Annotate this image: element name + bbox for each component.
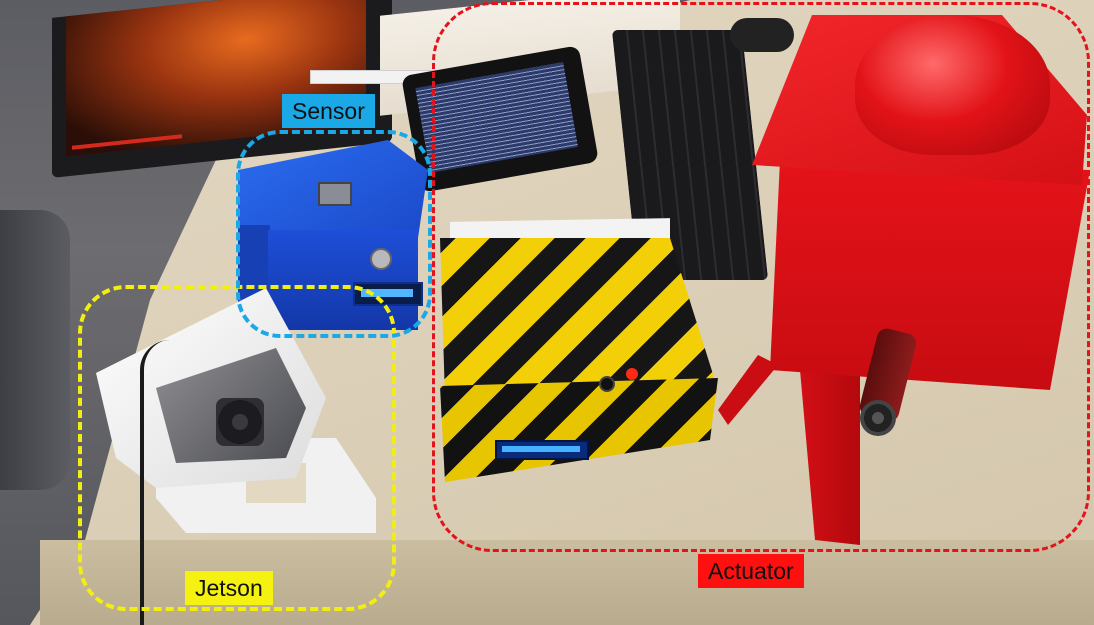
cooling-fan (216, 398, 264, 446)
buzzer (599, 376, 615, 392)
actuator-region-outline (432, 2, 1090, 552)
office-chair (0, 210, 70, 490)
actuator-tower-front (770, 160, 1090, 390)
potentiometer-knob (370, 248, 392, 270)
red-dome (855, 15, 1050, 155)
sensor-box (238, 140, 428, 330)
gas-sensor (318, 182, 352, 206)
sensor-label: Sensor (282, 94, 375, 128)
computer-mouse (730, 18, 794, 52)
actuator-lcd (495, 440, 589, 460)
jetson-label: Jetson (185, 571, 273, 605)
hazard-box-top (440, 238, 718, 398)
sensor-region-outline (236, 130, 432, 338)
actuator-label: Actuator (698, 554, 804, 588)
extinguisher-nozzle (860, 400, 896, 436)
red-led (626, 368, 638, 380)
cable (140, 340, 184, 625)
jetson-enclosure (96, 288, 378, 533)
